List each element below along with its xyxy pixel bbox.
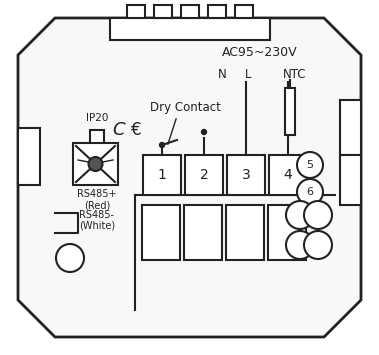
Text: 2: 2	[200, 168, 208, 182]
Bar	[154, 5, 172, 18]
Text: IP20: IP20	[86, 113, 108, 123]
Text: 6: 6	[307, 187, 313, 197]
Circle shape	[304, 201, 332, 229]
Text: 1: 1	[158, 168, 166, 182]
Circle shape	[160, 142, 164, 147]
Text: C: C	[113, 121, 125, 139]
Bar	[143, 155, 181, 195]
Circle shape	[286, 201, 314, 229]
Bar	[269, 155, 307, 195]
Bar	[285, 88, 295, 135]
Text: 5: 5	[307, 160, 313, 170]
Bar	[227, 155, 265, 195]
Bar	[208, 5, 226, 18]
Text: L: L	[245, 69, 251, 82]
Text: RS485-: RS485-	[80, 210, 114, 220]
Bar	[181, 5, 199, 18]
Text: NTC: NTC	[283, 69, 307, 82]
Polygon shape	[18, 18, 361, 337]
Text: (White): (White)	[79, 221, 115, 231]
Bar	[340, 155, 361, 205]
Bar	[184, 205, 222, 260]
Circle shape	[56, 244, 84, 272]
Circle shape	[297, 152, 323, 178]
Text: RS485+: RS485+	[77, 189, 117, 199]
Text: (Red): (Red)	[84, 200, 110, 210]
Bar	[142, 205, 180, 260]
Bar	[127, 5, 145, 18]
Circle shape	[297, 179, 323, 205]
Circle shape	[89, 157, 102, 171]
Text: N: N	[218, 69, 226, 82]
Text: Dry Contact: Dry Contact	[150, 102, 221, 115]
Bar	[73, 143, 118, 185]
Text: AC95~230V: AC95~230V	[222, 45, 298, 59]
Bar	[90, 130, 104, 144]
Bar	[226, 205, 264, 260]
Circle shape	[286, 231, 314, 259]
Text: 3: 3	[242, 168, 251, 182]
Bar	[268, 205, 306, 260]
Text: 4: 4	[283, 168, 292, 182]
Bar	[235, 5, 253, 18]
Circle shape	[304, 231, 332, 259]
Bar	[340, 100, 361, 155]
Circle shape	[202, 130, 207, 135]
Bar	[185, 155, 223, 195]
Bar	[18, 128, 40, 185]
Bar	[110, 18, 270, 40]
Text: €: €	[131, 121, 142, 139]
